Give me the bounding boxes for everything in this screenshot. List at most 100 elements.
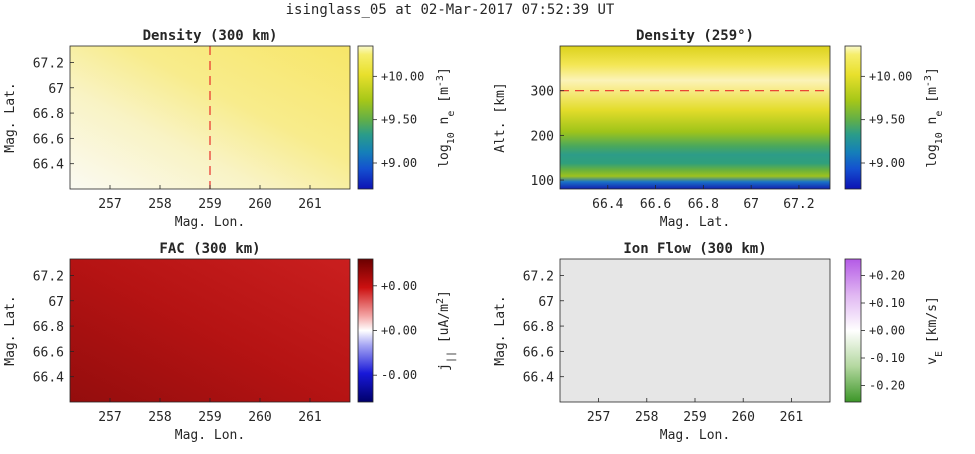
x-tick-label: 67 xyxy=(743,197,759,212)
colorbar-label: vE [km/s] xyxy=(925,296,945,365)
x-tick-label: 258 xyxy=(148,410,171,425)
y-tick-label: 67.2 xyxy=(33,269,64,284)
x-tick-label: 259 xyxy=(198,410,221,425)
colorbar-tick-label: +0.10 xyxy=(869,296,905,310)
y-tick-label: 66.4 xyxy=(33,158,64,173)
colorbar-label-sub: E xyxy=(934,351,945,357)
colorbar xyxy=(844,258,862,403)
heatmap-field xyxy=(70,259,350,402)
colorbar-label-sub: 10 xyxy=(934,132,945,144)
y-axis-label: Mag. Lat. xyxy=(3,82,18,152)
colorbar-tick-label: +0.00 xyxy=(381,324,417,338)
x-tick-label: 260 xyxy=(731,410,754,425)
colorbar-label-sub2: e xyxy=(934,111,945,117)
x-tick-label: 66.6 xyxy=(640,197,671,212)
panel-3: 257 258 259 260 261 66.4 66.6 66.8 67 67.2 FAC (30… xyxy=(3,241,457,443)
y-axis-label: Mag. Lat. xyxy=(3,295,18,365)
panel-1: 257 258 259 260 261 66.4 66.6 66.8 67 67.2 Density… xyxy=(3,28,457,230)
colorbar-label-sub: 10 xyxy=(446,132,457,144)
heatmap-field xyxy=(560,46,830,189)
y-tick-label: 66.4 xyxy=(523,371,554,386)
panel-4: 257 258 259 260 261 66.4 66.6 66.8 67 67.2 Ion Flo… xyxy=(493,241,945,443)
x-tick-label: 261 xyxy=(298,410,321,425)
colorbar-tick-label: +9.00 xyxy=(381,156,417,170)
x-axis-label: Mag. Lon. xyxy=(175,428,245,443)
colorbar-tick-label: -0.20 xyxy=(869,379,905,393)
y-tick-label: 67 xyxy=(48,295,64,310)
x-tick-label: 67.2 xyxy=(783,197,814,212)
x-tick-label: 257 xyxy=(98,410,121,425)
x-tick-label: 257 xyxy=(98,197,121,212)
figure-suptitle: isinglass_05 at 02-Mar-2017 07:52:39 UT xyxy=(286,2,615,18)
colorbar-label-unit: [m xyxy=(925,87,940,111)
x-tick-label: 258 xyxy=(148,197,171,212)
x-tick-label: 261 xyxy=(298,197,321,212)
colorbar-label-sub2: e xyxy=(446,111,457,117)
panel-title: FAC (300 km) xyxy=(159,241,260,257)
y-tick-label: 66.8 xyxy=(523,320,554,335)
colorbar-label-sup: -3 xyxy=(435,75,446,87)
y-tick-label: 66.6 xyxy=(33,132,64,147)
y-tick-label: 66.6 xyxy=(33,345,64,360)
panel-title: Ion Flow (300 km) xyxy=(623,241,766,257)
colorbar-label: log10 ne [m-3] xyxy=(923,67,945,168)
colorbar-label-end: ] xyxy=(437,67,452,75)
colorbar-tick-label: +0.00 xyxy=(381,279,417,293)
y-tick-label: 66.8 xyxy=(33,320,64,335)
colorbar-label-sup: -3 xyxy=(923,75,934,87)
colorbar xyxy=(357,45,374,190)
y-axis-label: Mag. Lat. xyxy=(493,295,508,365)
y-tick-label: 66.6 xyxy=(523,345,554,360)
colorbar-label-main: j xyxy=(437,363,452,371)
x-tick-label: 259 xyxy=(683,410,706,425)
x-tick-label: 66.8 xyxy=(688,197,719,212)
colorbar-tick-label: +9.00 xyxy=(869,156,905,170)
y-tick-label: 100 xyxy=(531,174,554,189)
x-tick-label: 258 xyxy=(635,410,658,425)
colorbar-tick-label: +9.50 xyxy=(869,113,905,127)
panel-2: 66.4 66.6 66.8 67 67.2 100 200 300 Density (259°… xyxy=(493,28,945,230)
y-tick-label: 67 xyxy=(538,295,554,310)
x-axis-label: Mag. Lat. xyxy=(660,215,730,230)
colorbar-tick-label: +10.00 xyxy=(381,69,424,83)
y-tick-label: 66.8 xyxy=(33,107,64,122)
colorbar-label-end: ] xyxy=(437,290,452,298)
x-axis-label: Mag. Lon. xyxy=(660,428,730,443)
x-tick-label: 66.4 xyxy=(592,197,623,212)
x-axis-label: Mag. Lon. xyxy=(175,215,245,230)
colorbar-label-unit: [uA/m xyxy=(437,304,452,351)
colorbar-tick-label: +9.50 xyxy=(381,113,417,127)
colorbar-label-main: v xyxy=(925,357,940,365)
y-tick-label: 67 xyxy=(48,82,64,97)
y-tick-label: 200 xyxy=(531,129,554,144)
colorbar-label-main: log xyxy=(925,144,940,167)
colorbar-label: log10 ne [m-3] xyxy=(435,67,457,168)
colorbar-tick-label: -0.00 xyxy=(381,368,417,382)
colorbar-label-sup: 2 xyxy=(435,298,446,304)
colorbar-label-sub: || xyxy=(446,351,457,363)
x-tick-label: 259 xyxy=(198,197,221,212)
colorbar-tick-label: +10.00 xyxy=(869,69,912,83)
x-tick-label: 261 xyxy=(780,410,803,425)
y-axis-label: Alt. [km] xyxy=(493,82,508,152)
panel-title: Density (300 km) xyxy=(143,28,278,44)
y-tick-label: 67.2 xyxy=(33,56,64,71)
y-tick-label: 300 xyxy=(531,85,554,100)
colorbar-label-mid: n xyxy=(437,117,452,133)
colorbar-tick-label: -0.10 xyxy=(869,351,905,365)
colorbar xyxy=(357,258,374,403)
colorbar-tick-label: +0.20 xyxy=(869,269,905,283)
colorbar xyxy=(844,45,862,190)
colorbar-label-end: ] xyxy=(925,67,940,75)
colorbar-label-unit: [m xyxy=(437,87,452,111)
axes-frame xyxy=(559,45,831,190)
colorbar-label-mid: n xyxy=(925,117,940,133)
colorbar-label-main: log xyxy=(437,144,452,167)
x-tick-label: 260 xyxy=(248,197,271,212)
colorbar-tick-label: +0.00 xyxy=(869,324,905,338)
panel-title: Density (259°) xyxy=(636,28,754,44)
heatmap-field xyxy=(560,259,830,402)
colorbar-label: j|| [uA/m2] xyxy=(435,290,457,371)
x-tick-label: 257 xyxy=(587,410,610,425)
